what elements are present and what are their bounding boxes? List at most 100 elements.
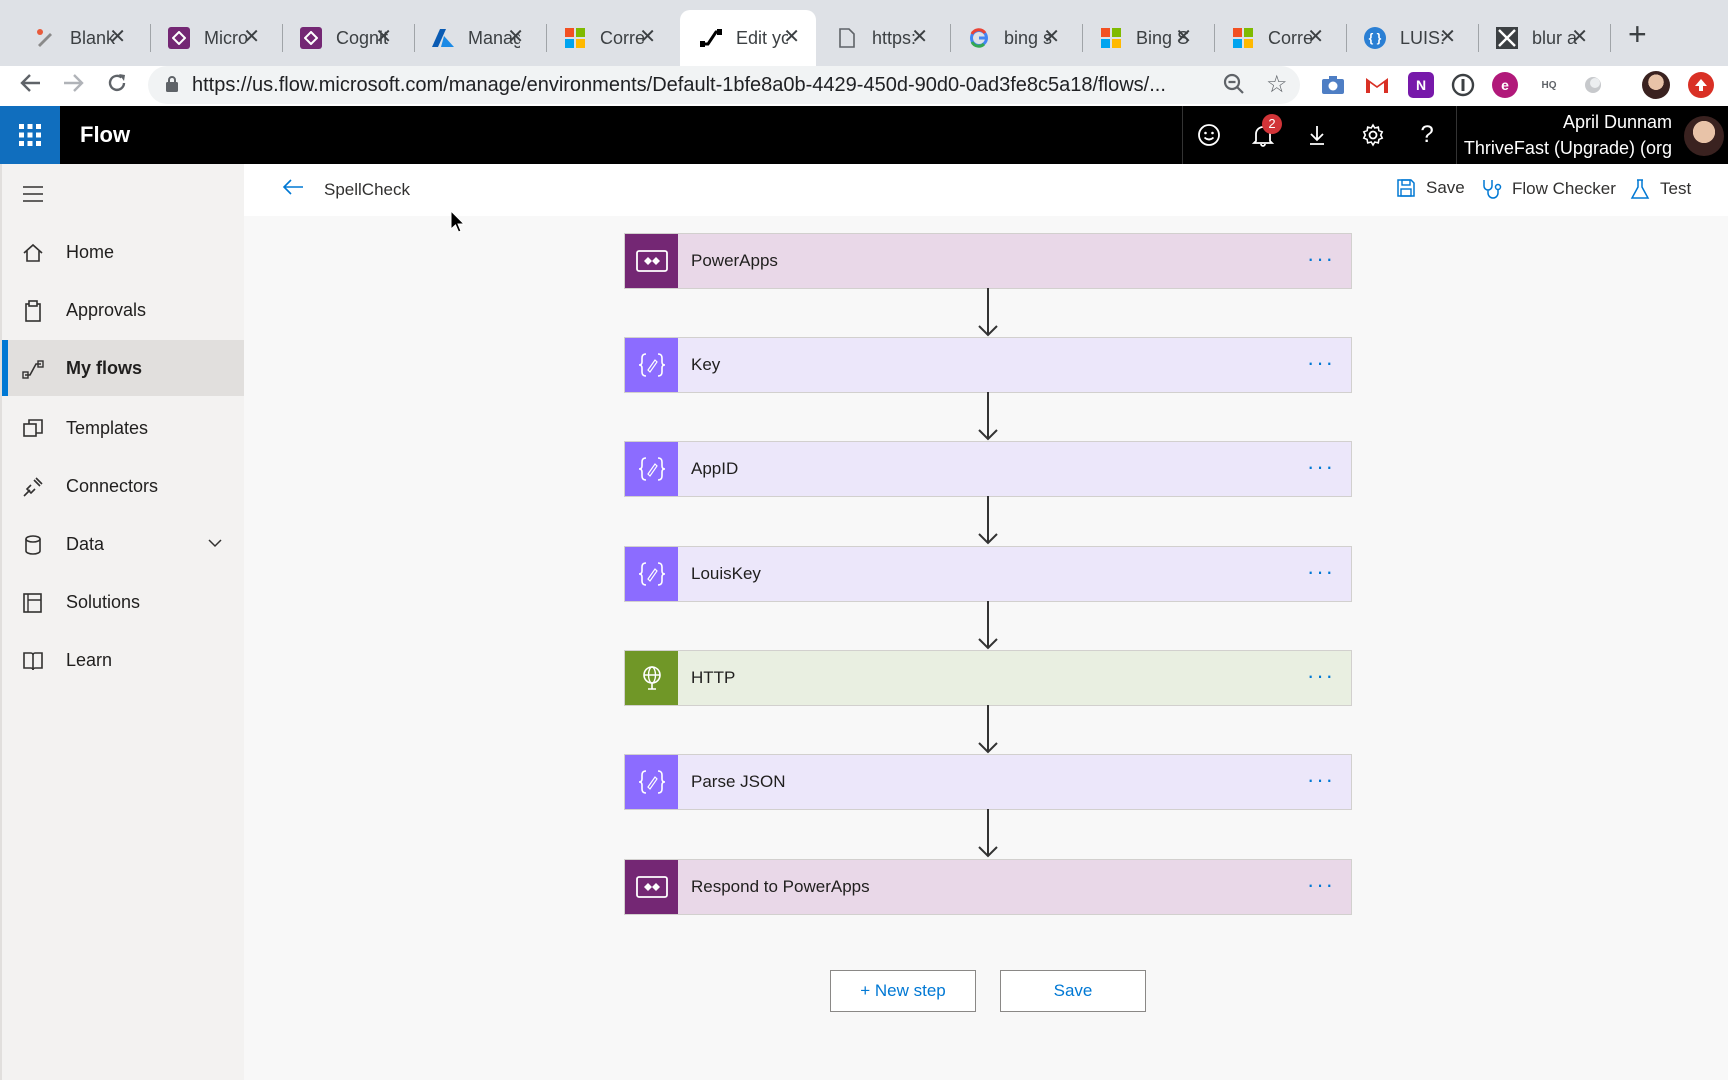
gmail-extension-icon[interactable]: [1364, 72, 1390, 98]
browser-tab[interactable]: https: ✕: [816, 10, 944, 66]
browser-tab[interactable]: Corre ✕: [544, 10, 672, 66]
browser-tab-active[interactable]: Edit yo ✕: [680, 10, 816, 66]
circle-extension-icon[interactable]: [1580, 72, 1606, 98]
flow-step-card[interactable]: Respond to PowerApps ···: [624, 859, 1352, 915]
new-step-button[interactable]: + New step: [830, 970, 976, 1012]
help-question-icon[interactable]: ?: [1420, 121, 1434, 148]
app-launcher-icon[interactable]: [0, 106, 60, 164]
browser-tab[interactable]: bing s ✕: [948, 10, 1076, 66]
sidebar-item-label: Connectors: [66, 475, 159, 496]
flow-step-card[interactable]: LouisKey ···: [624, 546, 1352, 602]
download-icon[interactable]: [1290, 106, 1344, 164]
microsoft-icon: [1232, 27, 1254, 49]
flow-checker-label: Flow Checker: [1512, 179, 1616, 198]
user-name[interactable]: April Dunnam: [1562, 112, 1672, 132]
flow-step-card[interactable]: HTTP ···: [624, 650, 1352, 706]
sidebar-item-connectors[interactable]: Connectors: [2, 458, 244, 514]
bookmark-star-icon[interactable]: ☆: [1266, 71, 1288, 98]
browser-tab[interactable]: Corre ✕: [1212, 10, 1340, 66]
close-icon[interactable]: ✕: [911, 26, 928, 48]
test-button[interactable]: Test: [1630, 178, 1691, 200]
close-icon[interactable]: ✕: [507, 26, 524, 48]
tab-title: Corre: [1268, 27, 1314, 48]
browser-tab[interactable]: { } LUIS: ✕: [1344, 10, 1472, 66]
sidebar-item-label: Data: [66, 533, 105, 554]
more-options-icon[interactable]: ···: [1307, 246, 1335, 271]
zoom-icon[interactable]: [1222, 72, 1246, 101]
e-extension-icon[interactable]: e: [1492, 72, 1518, 98]
browser-tab[interactable]: blur a ✕: [1476, 10, 1604, 66]
save-button[interactable]: Save: [1396, 178, 1465, 198]
feedback-smiley-icon[interactable]: [1182, 106, 1236, 164]
reload-icon[interactable]: [106, 68, 128, 102]
profile-avatar-icon[interactable]: [1642, 71, 1670, 99]
browser-tab[interactable]: Micro ✕: [148, 10, 276, 66]
sidebar-item-learn[interactable]: Learn: [2, 632, 244, 688]
variable-icon: [625, 338, 678, 392]
upload-extension-icon[interactable]: [1688, 72, 1714, 98]
url-text[interactable]: https://us.flow.microsoft.com/manage/env…: [192, 74, 1166, 96]
user-avatar[interactable]: [1684, 116, 1724, 156]
notifications-bell-icon[interactable]: [1236, 106, 1290, 164]
sidebar-item-templates[interactable]: Templates: [2, 400, 244, 456]
more-options-icon[interactable]: ···: [1307, 767, 1335, 792]
powerapps-icon: [625, 234, 678, 288]
flow-designer-canvas: PowerApps ··· Key ··· AppID ··· LouisKey…: [244, 216, 1728, 1080]
save-disk-icon: [1397, 179, 1415, 197]
browser-tab[interactable]: Blank ✕: [14, 10, 142, 66]
save-flow-button[interactable]: Save: [1000, 970, 1146, 1012]
settings-gear-icon[interactable]: [1346, 106, 1400, 164]
browser-tab[interactable]: Cognit ✕: [280, 10, 408, 66]
address-bar[interactable]: https://us.flow.microsoft.com/manage/env…: [148, 66, 1300, 104]
close-icon[interactable]: ✕: [1175, 26, 1192, 48]
flow-step-card[interactable]: Parse JSON ···: [624, 754, 1352, 810]
close-icon[interactable]: ✕: [1307, 26, 1324, 48]
page-icon: [836, 27, 858, 49]
more-options-icon[interactable]: ···: [1307, 454, 1335, 479]
lock-icon: [166, 76, 178, 92]
more-options-icon[interactable]: ···: [1307, 559, 1335, 584]
close-icon[interactable]: ✕: [243, 26, 260, 48]
step-title: Respond to PowerApps: [691, 877, 870, 896]
back-icon[interactable]: [20, 68, 42, 102]
more-options-icon[interactable]: ···: [1307, 350, 1335, 375]
sidebar-item-approvals[interactable]: Approvals: [2, 282, 244, 338]
close-icon[interactable]: ✕: [783, 26, 800, 48]
sidebar-item-home[interactable]: Home: [2, 224, 244, 280]
sidebar-item-data[interactable]: Data: [2, 516, 244, 572]
back-arrow-icon[interactable]: [282, 178, 304, 196]
more-options-icon[interactable]: ···: [1307, 872, 1335, 897]
password-extension-icon[interactable]: [1450, 72, 1476, 98]
solutions-icon: [23, 593, 42, 613]
close-icon[interactable]: ✕: [375, 26, 392, 48]
connector-arrow: [978, 288, 998, 337]
flow-step-card[interactable]: PowerApps ···: [624, 233, 1352, 289]
close-icon[interactable]: ✕: [1439, 26, 1456, 48]
sidebar-item-my-flows[interactable]: My flows: [2, 340, 244, 396]
test-button-label: Test: [1660, 179, 1692, 198]
hamburger-menu-icon[interactable]: [22, 186, 44, 207]
onenote-extension-icon[interactable]: N: [1408, 72, 1434, 98]
notification-count-badge: 2: [1262, 114, 1282, 134]
close-icon[interactable]: ✕: [1571, 26, 1588, 48]
app-brand[interactable]: Flow: [80, 122, 131, 147]
close-icon[interactable]: ✕: [639, 26, 656, 48]
cloudhq-extension-icon[interactable]: HQ: [1536, 72, 1562, 98]
home-icon: [23, 243, 43, 262]
chevron-down-icon[interactable]: [208, 538, 222, 548]
close-icon[interactable]: ✕: [1043, 26, 1060, 48]
sidebar-item-label: Home: [66, 241, 115, 262]
flow-checker-button[interactable]: Flow Checker: [1480, 178, 1616, 200]
user-org[interactable]: ThriveFast (Upgrade) (org: [1463, 138, 1672, 158]
browser-tab[interactable]: Bing S ✕: [1080, 10, 1208, 66]
flow-step-card[interactable]: AppID ···: [624, 441, 1352, 497]
new-tab-plus-icon[interactable]: +: [1628, 16, 1647, 52]
more-options-icon[interactable]: ···: [1307, 663, 1335, 688]
camera-extension-icon[interactable]: [1320, 72, 1346, 98]
forward-icon[interactable]: [62, 68, 84, 102]
sidebar-item-solutions[interactable]: Solutions: [2, 574, 244, 630]
flow-step-card[interactable]: Key ···: [624, 337, 1352, 393]
browser-tab[interactable]: Manag ✕: [412, 10, 540, 66]
tab-title: blur a: [1532, 27, 1578, 48]
close-icon[interactable]: ✕: [109, 26, 126, 48]
